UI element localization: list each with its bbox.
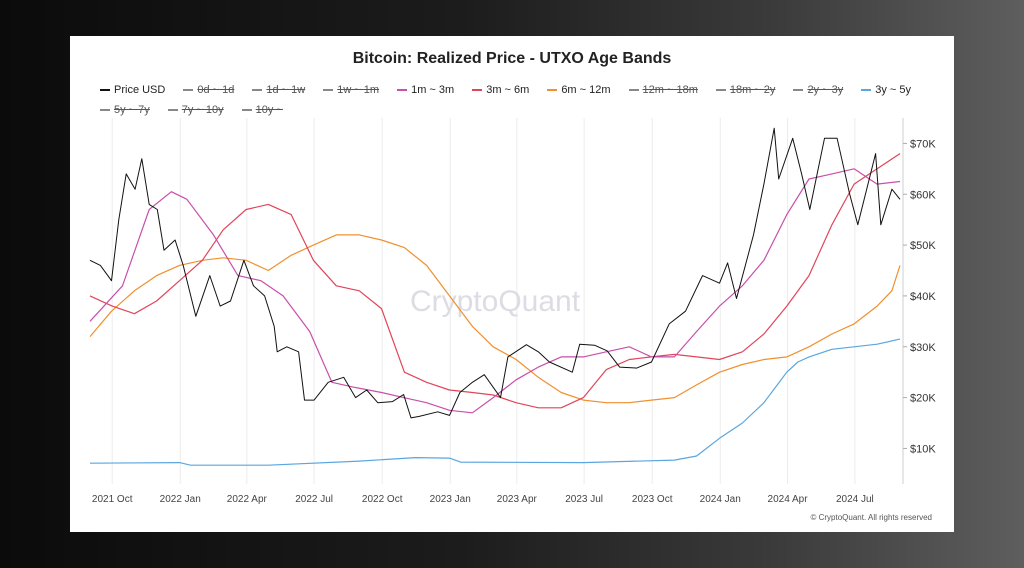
legend-label: Price USD	[114, 84, 166, 96]
x-tick-label: 2023 Apr	[497, 494, 538, 505]
legend-item[interactable]: 3m ~ 6m	[472, 81, 529, 99]
series-line-3y-5y	[89, 338, 901, 466]
x-tick-label: 2022 Apr	[227, 494, 268, 505]
chart-title: Bitcoin: Realized Price - UTXO Age Bands	[352, 50, 672, 67]
legend-label: 0d ~ 1d	[197, 84, 235, 96]
legend-item[interactable]: 1m ~ 3m	[397, 81, 454, 99]
legend-label: 1d ~ 1w	[266, 84, 306, 96]
legend-label: 3y ~ 5y	[875, 84, 911, 96]
legend-label: 6m ~ 12m	[561, 84, 611, 96]
legend-swatch	[241, 109, 252, 111]
legend-swatch	[397, 89, 408, 91]
x-tick-label: 2024 Jul	[836, 494, 874, 505]
y-tick-label: $30K	[910, 342, 936, 354]
legend-swatch	[861, 89, 872, 91]
legend-swatch	[715, 89, 726, 91]
x-tick-label: 2022 Jan	[160, 494, 201, 505]
legend-label: 1w ~ 1m	[337, 84, 380, 96]
y-tick-label: $20K	[910, 393, 936, 405]
copyright-note: © CryptoQuant. All rights reserved	[810, 513, 933, 522]
legend-swatch	[793, 89, 804, 91]
x-tick-label: 2023 Jan	[430, 494, 471, 505]
legend-item[interactable]: 7y ~ 10y	[167, 101, 224, 119]
x-tick-label: 2023 Oct	[632, 494, 673, 505]
legend-swatch	[547, 89, 558, 91]
x-tick-label: 2024 Apr	[768, 494, 809, 505]
legend-swatch	[100, 89, 110, 91]
legend-label: 2y ~ 3y	[807, 84, 844, 96]
chart-card: 2021 Oct 2022 Jan 2022 Apr 2022 Jul 2022 Oct…	[70, 36, 954, 532]
x-tick-label: 2023 Jul	[565, 494, 603, 505]
y-tick-label: $60K	[910, 189, 936, 201]
legend-label: 5y ~ 7y	[114, 104, 150, 116]
legend-label: 1m ~ 3m	[411, 84, 455, 96]
legend-item[interactable]: 18m ~ 2y	[715, 81, 776, 99]
legend-item[interactable]: 2y ~ 3y	[793, 81, 843, 99]
y-tick-label: $70K	[910, 138, 936, 150]
legend-item[interactable]: 12m ~ 18m	[628, 81, 698, 99]
legend-label: 18m ~ 2y	[729, 84, 776, 96]
legend-label: 7y ~ 10y	[181, 104, 224, 116]
x-tick-label: 2022 Jul	[295, 494, 333, 505]
legend-item[interactable]: Price USD	[100, 81, 165, 99]
legend: Price USD 0d ~ 1d 1d ~ 1w 1w ~ 1m 1m ~ 3m 3m …	[100, 79, 940, 119]
y-tick-label: $40K	[910, 291, 936, 303]
legend-label: 12m ~ 18m	[642, 84, 698, 96]
y-tick-label: $50K	[910, 240, 936, 252]
legend-item[interactable]: 10y ~	[241, 101, 283, 119]
legend-item[interactable]: 6m ~ 12m	[547, 81, 611, 99]
legend-item[interactable]: 0d ~ 1d	[183, 81, 234, 99]
legend-item[interactable]: 5y ~ 7y	[100, 101, 150, 119]
legend-label: 10y ~	[255, 104, 283, 116]
legend-swatch	[183, 89, 194, 91]
y-tick-label: $10K	[910, 443, 936, 455]
legend-item[interactable]: 1w ~ 1m	[323, 81, 379, 99]
watermark: CryptoQuant	[410, 285, 581, 318]
legend-item[interactable]: 3y ~ 5y	[861, 81, 911, 99]
legend-swatch	[628, 89, 639, 91]
series-line-6m-12m	[89, 234, 901, 404]
series-line-price-usd	[89, 127, 901, 419]
legend-swatch	[323, 89, 334, 91]
legend-label: 3m ~ 6m	[486, 84, 530, 96]
x-tick-label: 2021 Oct	[92, 494, 133, 505]
series-line-1m-3m	[89, 168, 901, 414]
legend-item[interactable]: 1d ~ 1w	[252, 81, 305, 99]
legend-swatch	[472, 89, 483, 91]
x-tick-label: 2024 Jan	[700, 494, 741, 505]
legend-swatch	[252, 89, 263, 91]
series-line-3m-6m	[89, 153, 901, 409]
x-tick-label: 2022 Oct	[362, 494, 403, 505]
plot-area: 2021 Oct 2022 Jan 2022 Apr 2022 Jul 2022 Oct…	[89, 118, 936, 505]
legend-swatch	[100, 109, 110, 111]
legend-swatch	[167, 109, 178, 111]
